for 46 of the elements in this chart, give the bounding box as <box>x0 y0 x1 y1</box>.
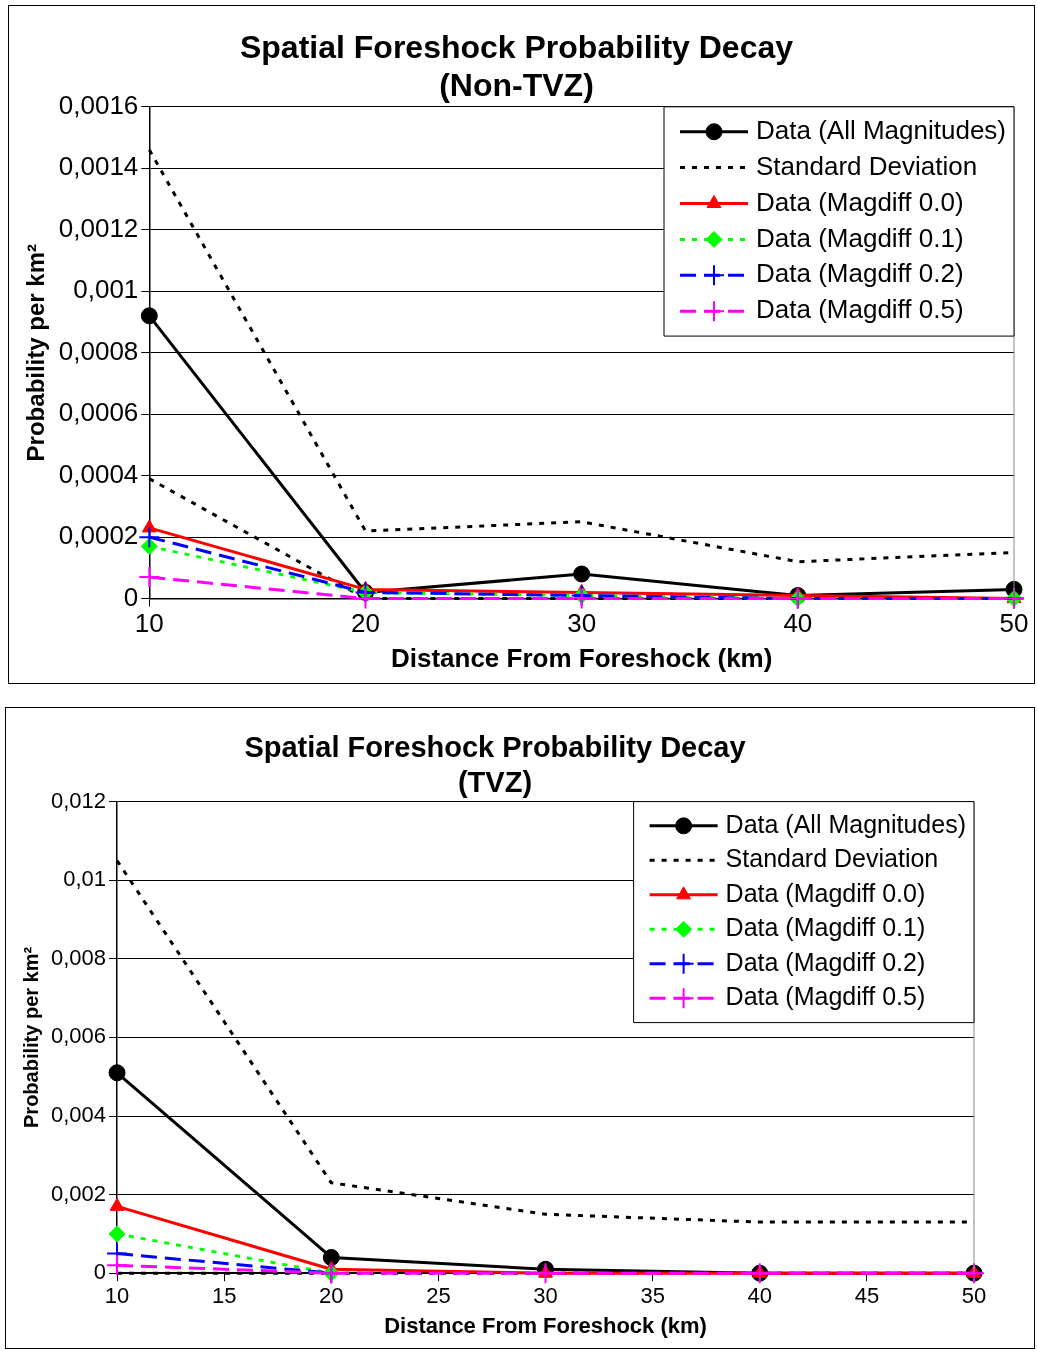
y-tick-label: 0,0006 <box>58 397 139 428</box>
legend-label: Data (Magdiff 0.2) <box>725 947 926 976</box>
legend-label: Data (Magdiff 0.1) <box>756 222 964 253</box>
x-tick-label: 50 <box>999 608 1029 639</box>
y-tick-label: 0,006 <box>50 1023 107 1049</box>
x-tick-label: 25 <box>426 1283 451 1309</box>
x-tick-label: 20 <box>351 608 380 639</box>
legend-label: Standard Deviation <box>725 844 939 873</box>
legend-label: Data (Magdiff 0.5) <box>756 294 964 325</box>
y-tick-label: 0,002 <box>50 1180 107 1206</box>
y-tick-label: 0,004 <box>50 1102 107 1128</box>
x-tick-label: 30 <box>533 1283 558 1309</box>
y-tick-label: 0,012 <box>50 787 107 813</box>
y-tick-label: 0,0012 <box>58 212 139 243</box>
y-tick-label: 0,0016 <box>58 89 139 120</box>
y-axis-title: Probability per km² <box>22 244 50 462</box>
x-tick-label: 10 <box>104 1283 130 1309</box>
legend-label: Data (Magdiff 0.1) <box>725 913 926 942</box>
x-axis-title: Distance From Foreshock (km) <box>384 1312 707 1338</box>
chart-title: Spatial Foreshock Probability Decay (Non-TVZ) <box>239 29 794 104</box>
y-tick-label: 0,0008 <box>58 335 139 366</box>
legend-label: Data (Magdiff 0.0) <box>756 186 964 217</box>
y-tick-label: 0,001 <box>73 274 139 305</box>
x-tick-label: 45 <box>854 1283 880 1309</box>
y-tick-label: 0,0014 <box>58 151 139 182</box>
x-axis-title: Distance From Foreshock (km) <box>390 642 773 673</box>
x-tick-label: 40 <box>783 608 813 639</box>
y-tick-label: 0 <box>93 1259 107 1285</box>
y-axis-title: Probability per km² <box>19 946 42 1128</box>
y-tick-label: 0,0002 <box>58 520 139 551</box>
x-tick-label: 50 <box>961 1283 987 1309</box>
x-tick-label: 30 <box>567 608 597 639</box>
legend-label: Data (Magdiff 0.5) <box>725 982 926 1011</box>
x-tick-label: 15 <box>211 1283 237 1309</box>
legend-label: Standard Deviation <box>756 150 978 181</box>
x-tick-label: 35 <box>640 1283 665 1309</box>
legend-label: Data (All Magnitudes) <box>756 114 1006 145</box>
y-tick-label: 0,01 <box>63 866 107 892</box>
y-tick-label: 0,0004 <box>58 458 139 489</box>
chart-title: Spatial Foreshock Probability Decay (TVZ) <box>244 731 746 799</box>
x-tick-label: 40 <box>747 1283 773 1309</box>
legend-label: Data (Magdiff 0.2) <box>756 258 964 289</box>
y-tick-label: 0,008 <box>50 944 107 970</box>
legend-label: Data (All Magnitudes) <box>725 809 967 838</box>
legend-label: Data (Magdiff 0.0) <box>725 878 926 907</box>
x-tick-label: 20 <box>319 1283 344 1309</box>
